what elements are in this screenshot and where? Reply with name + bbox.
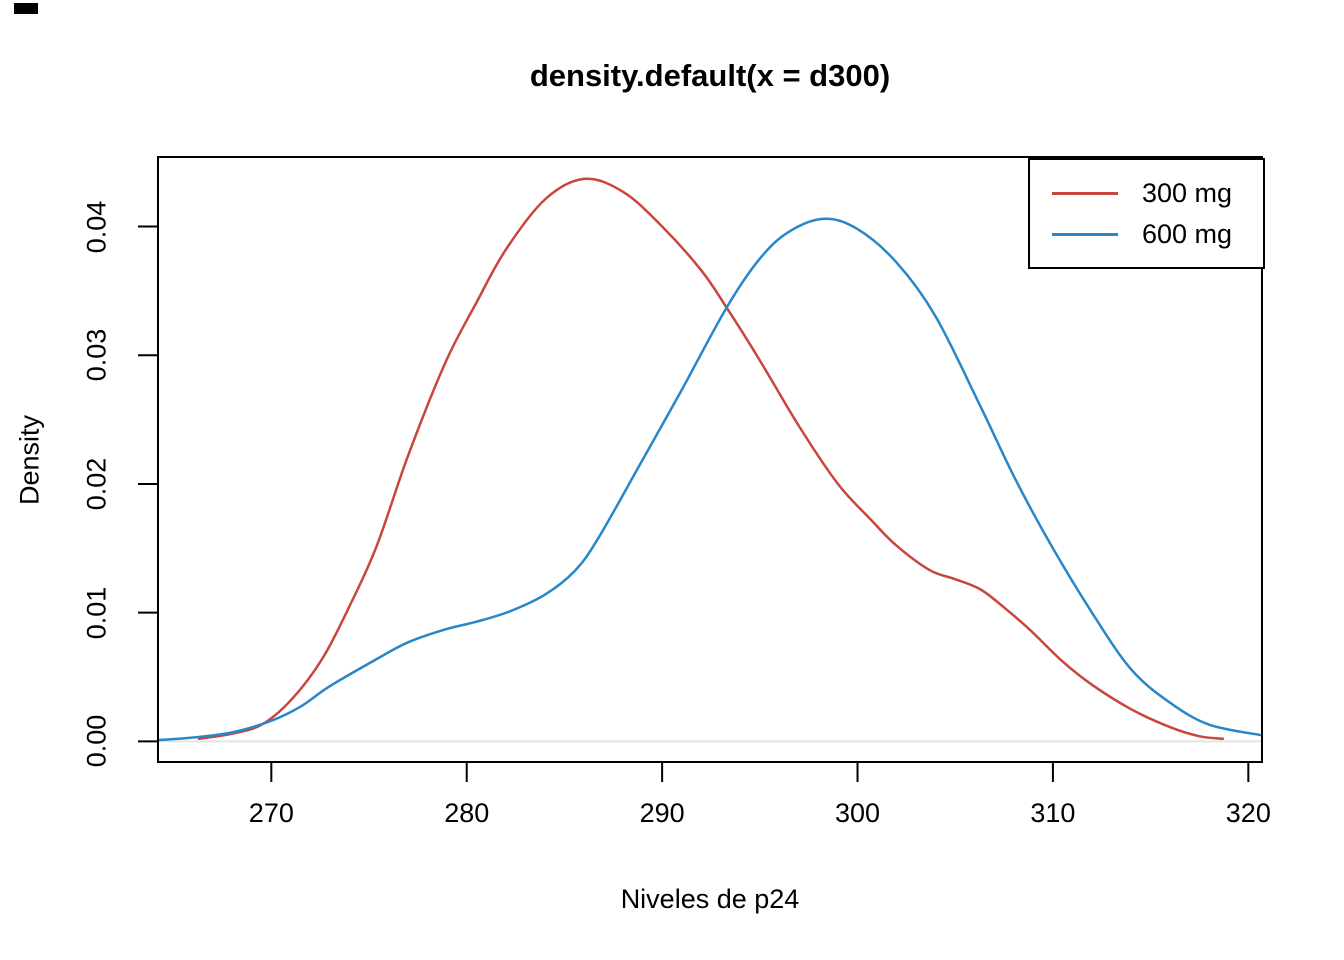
legend-label-300mg: 300 mg: [1142, 178, 1233, 208]
chart-title: density.default(x = d300): [529, 58, 891, 93]
series-curve-600mg: [156, 217, 1262, 742]
legend-item-600mg: 600 mg: [1030, 218, 1263, 250]
legend: 300 mg 600 mg: [1028, 158, 1265, 269]
legend-line-600mg: [1052, 232, 1118, 236]
y-tick-label: 0.03: [81, 328, 112, 382]
x-tick-label: 300: [834, 798, 881, 828]
y-tick-label: 0.04: [81, 200, 112, 253]
screen-artifact: [14, 3, 38, 14]
series-curve-300mg: [197, 177, 1225, 741]
y-tick-label: 0.01: [81, 586, 112, 639]
plot-border: [157, 156, 1263, 763]
x-tick-label: 280: [444, 798, 490, 828]
legend-line-300mg: [1052, 191, 1118, 195]
y-tick-label: 0.00: [81, 715, 112, 768]
x-axis-label: Niveles de p24: [620, 884, 800, 914]
x-tick-label: 290: [639, 798, 685, 828]
x-tick-label: 310: [1030, 798, 1076, 828]
x-tick-label: 270: [248, 798, 294, 828]
y-tick-label: 0.02: [81, 457, 112, 511]
x-tick-label: 320: [1225, 798, 1271, 828]
legend-label-600mg: 600 mg: [1142, 219, 1233, 249]
legend-item-300mg: 300 mg: [1030, 177, 1263, 209]
y-axis-label: Density: [14, 414, 45, 506]
